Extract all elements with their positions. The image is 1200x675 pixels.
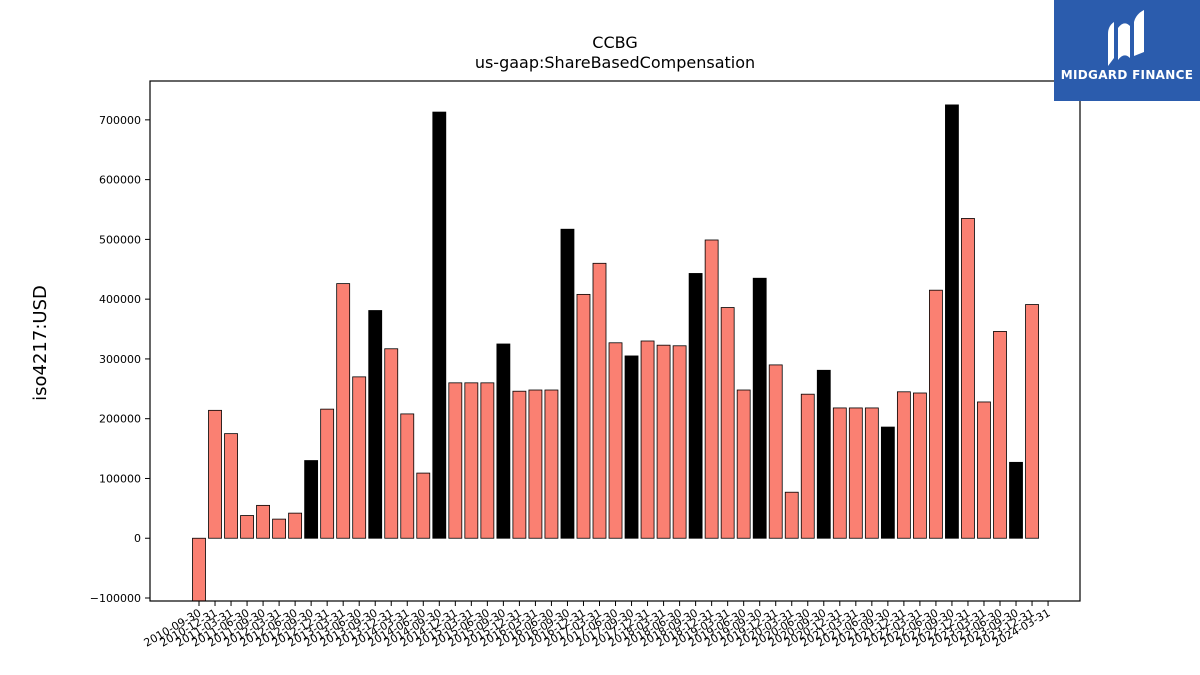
bar-2011-09-30 bbox=[256, 504, 270, 539]
bar-2021-06-30 bbox=[864, 407, 879, 539]
bar-2012-09-30 bbox=[304, 460, 319, 539]
bar-2022-06-30 bbox=[929, 289, 943, 539]
bar-2015-06-30 bbox=[480, 382, 495, 539]
x-axis-tick-labels: 2010-09-302010-12-312011-03-312011-06-30… bbox=[142, 601, 1053, 650]
bar-2018-12-31 bbox=[704, 239, 719, 539]
bar-2019-06-30 bbox=[736, 389, 751, 539]
bar-2017-09-30 bbox=[624, 355, 639, 539]
bar-2010-12-31 bbox=[208, 409, 222, 539]
y-tick-label: 600000 bbox=[99, 174, 141, 187]
bar-2017-03-31 bbox=[592, 262, 607, 539]
midgard-logo-icon bbox=[1108, 10, 1144, 66]
bar-2020-09-30 bbox=[816, 369, 831, 539]
bar-2014-03-31 bbox=[400, 413, 415, 539]
bar-2012-12-31 bbox=[320, 408, 335, 539]
bar-2011-03-31 bbox=[224, 433, 238, 539]
bar-2018-03-31 bbox=[656, 344, 671, 539]
chart-subtitle: us-gaap:ShareBasedCompensation bbox=[475, 53, 755, 72]
bar-2018-06-30 bbox=[672, 345, 687, 539]
y-tick-label: 300000 bbox=[99, 353, 141, 366]
bar-2012-06-30 bbox=[288, 512, 303, 539]
bar-2022-12-31 bbox=[961, 218, 975, 539]
bar-2019-12-31 bbox=[768, 364, 783, 539]
y-axis-label: iso4217:USD bbox=[30, 285, 51, 401]
bar-2010-09-30 bbox=[192, 537, 206, 602]
y-tick-label: 0 bbox=[134, 532, 141, 545]
bar-2020-12-31 bbox=[832, 407, 847, 539]
bar-2015-03-31 bbox=[464, 382, 479, 539]
bar-2016-06-30 bbox=[544, 389, 559, 539]
brand-logo: MIDGARD FINANCE bbox=[1054, 0, 1200, 101]
bar-2015-12-31 bbox=[512, 390, 527, 539]
bar-2023-12-31 bbox=[1025, 304, 1039, 539]
logo-text: MIDGARD FINANCE bbox=[1060, 68, 1194, 82]
y-axis-ticks: −100000 0 100000 200000 300000 400000 500000 60… bbox=[90, 114, 150, 605]
bar-2021-12-31 bbox=[896, 391, 911, 539]
bar-2018-09-30 bbox=[688, 273, 703, 539]
bar-2022-03-31 bbox=[913, 392, 927, 539]
bar-2016-03-31 bbox=[528, 389, 543, 539]
bar-2013-09-30 bbox=[368, 310, 383, 539]
bar-2019-03-31 bbox=[720, 307, 735, 539]
bar-2017-12-31 bbox=[640, 340, 655, 539]
y-tick-label: 500000 bbox=[99, 233, 141, 246]
bar-2013-03-31 bbox=[336, 283, 351, 539]
y-tick-label: 700000 bbox=[99, 114, 141, 127]
bar-2021-09-30 bbox=[880, 426, 895, 539]
bar-2016-09-30 bbox=[560, 228, 575, 539]
bars bbox=[192, 104, 1039, 602]
bar-2020-06-30 bbox=[800, 393, 815, 539]
bar-2023-03-31 bbox=[977, 401, 991, 539]
bar-2014-09-30 bbox=[432, 111, 447, 539]
bar-2023-09-30 bbox=[1009, 461, 1023, 539]
bar-2020-03-31 bbox=[784, 491, 799, 539]
y-tick-label: −100000 bbox=[90, 592, 141, 605]
bar-2013-12-31 bbox=[384, 348, 399, 539]
bar-2017-06-30 bbox=[608, 342, 623, 539]
bar-2011-06-30 bbox=[240, 515, 254, 539]
bar-2023-06-30 bbox=[993, 331, 1007, 539]
bar-2014-06-30 bbox=[416, 472, 431, 539]
y-tick-label: 400000 bbox=[99, 293, 141, 306]
bar-2013-06-30 bbox=[352, 376, 367, 539]
bar-2012-03-31 bbox=[272, 518, 287, 539]
bar-2019-09-30 bbox=[752, 277, 767, 539]
y-tick-label: 200000 bbox=[99, 413, 141, 426]
bar-2021-03-31 bbox=[848, 407, 863, 539]
bar-2014-12-31 bbox=[448, 382, 463, 539]
plot-frame bbox=[149, 80, 1081, 602]
bar-2022-09-30 bbox=[945, 104, 959, 539]
y-tick-label: 100000 bbox=[99, 472, 141, 485]
bar-2016-12-31 bbox=[576, 293, 591, 539]
bar-2015-09-30 bbox=[496, 343, 511, 539]
chart-title: CCBG bbox=[592, 33, 637, 52]
